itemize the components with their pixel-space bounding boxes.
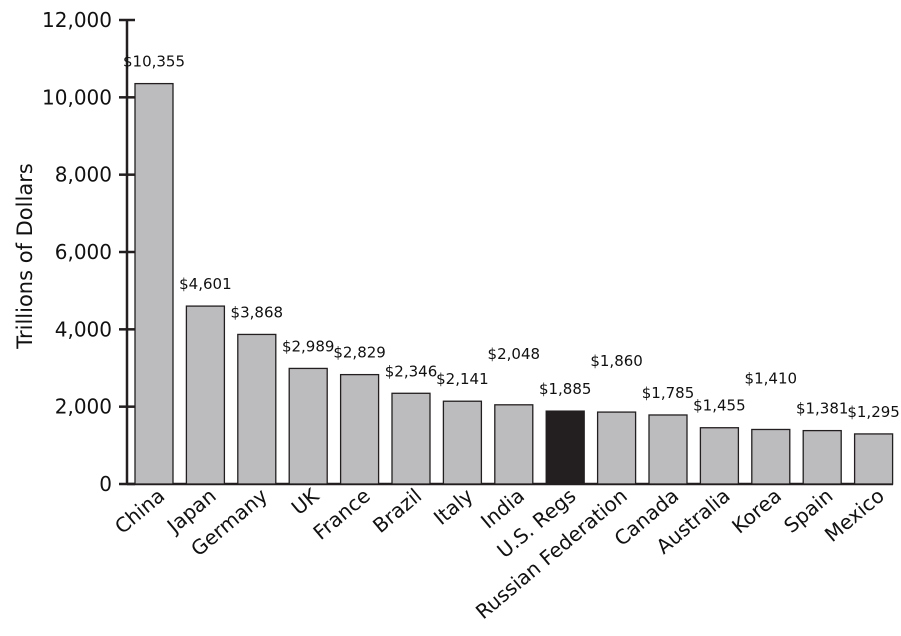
y-tick-label: 10,000 <box>42 85 112 109</box>
bar <box>802 429 842 485</box>
bar-value-label: $2,829 <box>333 344 386 362</box>
bar <box>237 333 277 485</box>
bar-value-label: $1,455 <box>693 397 746 415</box>
category-label: France <box>308 483 374 544</box>
category-label: Korea <box>727 483 786 538</box>
bar-value-label: $4,601 <box>179 275 232 293</box>
bar-value-label: $1,381 <box>796 400 849 418</box>
y-tick-label: 8,000 <box>55 163 112 187</box>
value-labels: $10,355$4,601$3,868$2,989$2,829$2,346$2,… <box>123 53 900 421</box>
bar-value-label: $1,860 <box>590 352 643 370</box>
bar <box>699 427 740 485</box>
bar <box>545 410 585 485</box>
category-label: China <box>110 483 169 538</box>
bar-value-label: $1,885 <box>539 380 592 398</box>
y-axis-title: Trillions of Dollars <box>13 163 37 350</box>
bar <box>751 428 791 485</box>
bar-value-label: $1,785 <box>642 384 695 402</box>
bar-value-label: $2,048 <box>488 345 541 363</box>
y-tick-label: 0 <box>99 472 112 496</box>
bar-value-label: $2,141 <box>436 370 489 388</box>
bar <box>648 414 688 485</box>
bar-value-label: $1,295 <box>847 403 900 421</box>
y-tick-label: 2,000 <box>55 395 112 419</box>
bar-value-label: $2,989 <box>282 337 335 355</box>
bar <box>185 305 226 485</box>
bar <box>596 411 637 485</box>
category-label: Italy <box>429 483 478 529</box>
bar <box>391 392 431 485</box>
bar <box>442 400 483 485</box>
category-label: Mexico <box>820 483 889 546</box>
bar <box>339 373 380 485</box>
bars <box>134 82 894 485</box>
bar <box>134 82 174 485</box>
bar <box>288 367 328 485</box>
y-tick-label: 12,000 <box>42 8 112 32</box>
y-axis-ticks: 0 2,000 4,000 6,000 8,000 10,000 12,000 <box>42 8 135 496</box>
category-label: UK <box>287 483 324 520</box>
bar-value-label: $1,410 <box>745 369 798 387</box>
y-tick-label: 4,000 <box>55 317 112 341</box>
category-label: Brazil <box>368 483 426 537</box>
bar-value-label: $10,355 <box>123 53 185 71</box>
bar <box>494 404 534 485</box>
bar-value-label: $3,868 <box>231 303 284 321</box>
bar-value-label: $2,346 <box>385 362 438 380</box>
bar <box>853 433 894 485</box>
y-tick-label: 6,000 <box>55 240 112 264</box>
